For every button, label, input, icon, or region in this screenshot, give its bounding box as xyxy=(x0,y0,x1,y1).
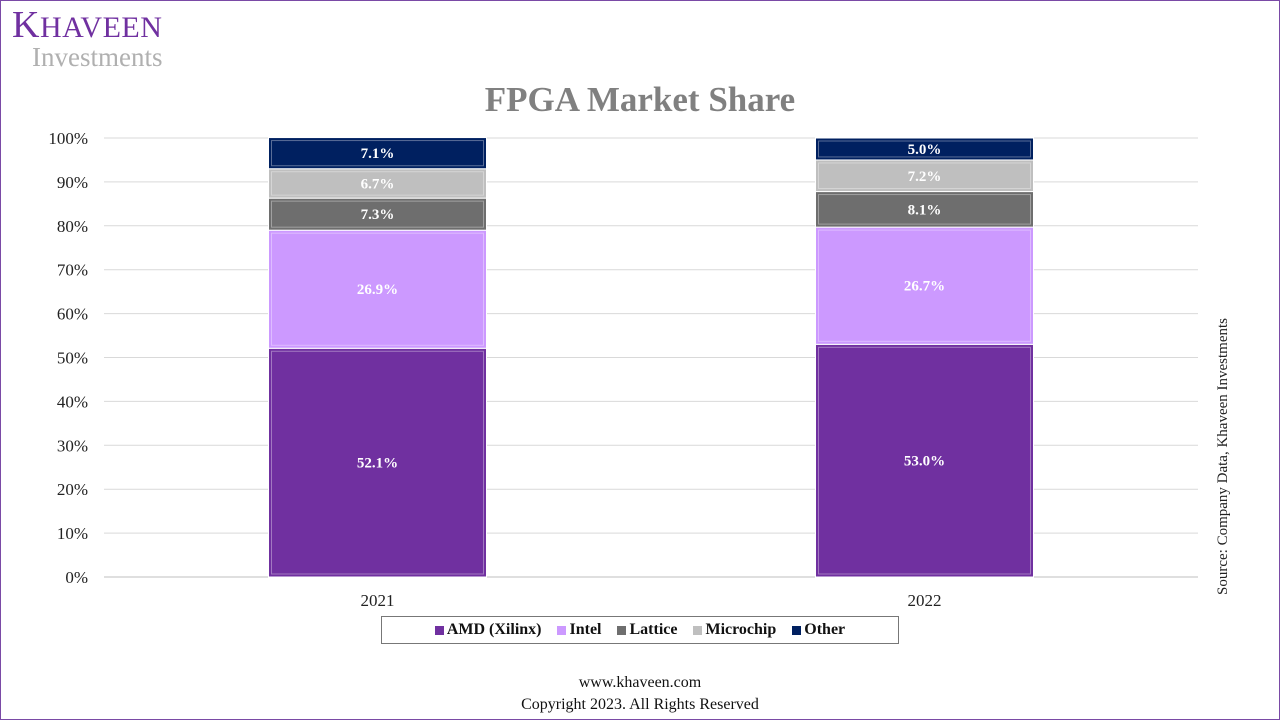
bar-bevel xyxy=(271,232,484,346)
legend-swatch xyxy=(557,625,567,635)
x-axis-ticks: 2021 2022 xyxy=(361,591,942,610)
x-tick-label: 2021 xyxy=(361,591,395,610)
data-label: 7.3% xyxy=(361,207,395,223)
data-label: 6.7% xyxy=(361,176,395,192)
data-label: 53.0% xyxy=(904,454,945,470)
chart-title: FPGA Market Share xyxy=(484,80,796,119)
y-tick-label: 80% xyxy=(57,217,88,236)
bar-bevel xyxy=(818,140,1031,158)
legend-item: Lattice xyxy=(617,621,677,639)
bar-amd-xilinx-2021 xyxy=(268,347,487,578)
legend-swatch xyxy=(693,625,703,635)
bar-bevel xyxy=(818,162,1031,190)
data-label: 7.1% xyxy=(361,146,395,162)
bars: 52.1% 26.9% 7.3% 6.7% 7.1% 53.0% 26.7% 8.1% 7.2%… xyxy=(268,137,1034,578)
data-label: 5.0% xyxy=(908,142,942,158)
bar-bevel xyxy=(271,171,484,196)
data-label: 26.9% xyxy=(357,282,398,298)
y-tick-label: 60% xyxy=(57,305,88,324)
data-label: 26.7% xyxy=(904,279,945,295)
bar-other-2022 xyxy=(815,137,1034,161)
khaveen-logo: KHAVEEN Investments xyxy=(12,6,162,71)
legend-item: Intel xyxy=(557,621,601,639)
x-tick-label: 2022 xyxy=(908,591,942,610)
bar-bevel xyxy=(818,346,1031,575)
bar-bevel xyxy=(271,140,484,167)
data-label: 52.1% xyxy=(357,456,398,472)
logo-brand-first: K xyxy=(12,4,40,46)
logo-brand-rest: HAVEEN xyxy=(39,11,163,44)
bar-intel-2021 xyxy=(268,229,487,349)
bar-bevel xyxy=(818,229,1031,342)
footer-copyright: Copyright 2023. All Rights Reserved xyxy=(521,696,759,713)
bar-amd-xilinx-2022 xyxy=(815,343,1034,578)
legend-swatch xyxy=(792,625,802,635)
footer-website: www.khaveen.com xyxy=(578,674,702,691)
legend-label: Lattice xyxy=(629,621,678,638)
legend-swatch xyxy=(617,625,627,635)
data-label: 7.2% xyxy=(908,169,942,185)
bar-bevel xyxy=(271,350,484,575)
y-axis-ticks: 0% 10% 20% 30% 40% 50% 60% 70% 80% 90% 100% xyxy=(48,129,88,587)
legend-swatch xyxy=(434,625,444,635)
legend-item: Microchip xyxy=(693,621,776,639)
legend-label: Other xyxy=(804,621,846,638)
source-note: Source: Company Data, Khaveen Investment… xyxy=(1215,317,1231,595)
legend-label: Intel xyxy=(569,621,602,638)
y-tick-label: 10% xyxy=(57,524,88,543)
bar-bevel xyxy=(271,200,484,228)
legend-item: AMD (Xilinx) xyxy=(434,621,542,639)
logo-brand: KHAVEEN xyxy=(12,6,162,44)
y-tick-label: 100% xyxy=(48,129,88,148)
bar-bevel xyxy=(818,194,1031,225)
y-tick-label: 0% xyxy=(65,568,88,587)
legend-label: AMD (Xilinx) xyxy=(446,621,542,638)
y-tick-label: 50% xyxy=(57,349,88,368)
bar-microchip-2021 xyxy=(268,168,487,199)
data-label: 8.1% xyxy=(908,202,942,218)
y-tick-label: 40% xyxy=(57,392,88,411)
y-tick-label: 90% xyxy=(57,173,88,192)
bar-other-2021 xyxy=(268,137,487,170)
legend: AMD (Xilinx) Intel Lattice Microchip Other xyxy=(381,616,899,644)
y-tick-label: 20% xyxy=(57,480,88,499)
y-tick-label: 30% xyxy=(57,436,88,455)
bar-intel-2022 xyxy=(815,226,1034,345)
logo-sub: Investments xyxy=(32,42,163,72)
bar-lattice-2021 xyxy=(268,197,487,231)
bar-lattice-2022 xyxy=(815,191,1034,228)
bar-microchip-2022 xyxy=(815,159,1034,193)
legend-item: Other xyxy=(792,621,845,639)
y-tick-label: 70% xyxy=(57,261,88,280)
legend-label: Microchip xyxy=(705,621,777,638)
